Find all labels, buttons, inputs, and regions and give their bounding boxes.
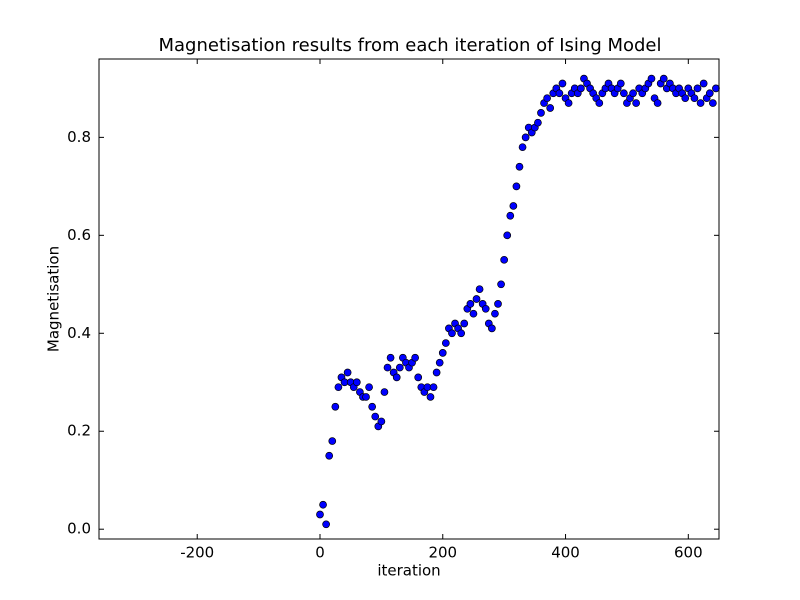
point xyxy=(362,393,370,401)
point xyxy=(659,74,668,83)
y-tick-label: 0.8 xyxy=(67,128,91,146)
point xyxy=(534,118,542,127)
point xyxy=(690,94,699,103)
y-tick-label: 0.2 xyxy=(67,422,91,440)
point xyxy=(564,99,573,107)
point xyxy=(319,500,327,509)
point xyxy=(365,383,373,392)
point xyxy=(653,99,662,107)
x-tick-label: 200 xyxy=(428,544,457,562)
point xyxy=(377,417,386,426)
point xyxy=(411,353,419,362)
point xyxy=(509,202,518,210)
point xyxy=(371,412,380,421)
point xyxy=(546,104,555,112)
x-tick-label: 0 xyxy=(315,544,325,562)
point xyxy=(386,353,395,362)
y-axis-label: Magnetisation xyxy=(45,246,63,352)
point xyxy=(503,231,512,240)
point xyxy=(426,393,435,401)
point xyxy=(555,89,564,98)
point xyxy=(512,182,521,191)
plot-frame xyxy=(98,58,720,540)
point xyxy=(481,304,490,313)
point xyxy=(392,373,401,382)
point xyxy=(595,99,604,107)
point xyxy=(316,510,324,519)
point xyxy=(466,300,475,308)
point xyxy=(435,358,444,367)
point xyxy=(506,211,515,220)
point xyxy=(441,339,450,347)
point xyxy=(331,402,340,411)
point xyxy=(432,368,441,377)
point xyxy=(543,94,551,103)
point xyxy=(491,309,499,318)
y-tick-label: 0.4 xyxy=(67,324,91,342)
point xyxy=(647,74,656,83)
point xyxy=(577,84,585,93)
point xyxy=(334,383,343,392)
point xyxy=(500,255,508,264)
point xyxy=(497,280,505,289)
point xyxy=(518,143,527,152)
point xyxy=(429,383,438,392)
point xyxy=(681,94,690,103)
x-tick-label: 400 xyxy=(551,544,580,562)
point xyxy=(475,285,484,294)
point xyxy=(494,300,502,308)
x-tick-label: -200 xyxy=(180,544,214,562)
point xyxy=(620,89,628,98)
point xyxy=(558,79,567,88)
point xyxy=(712,84,720,93)
point xyxy=(515,162,524,171)
point xyxy=(343,368,352,377)
point xyxy=(629,89,637,98)
x-axis-label: iteration xyxy=(377,562,440,580)
point xyxy=(616,79,625,88)
point xyxy=(693,84,702,93)
point xyxy=(325,451,334,460)
point xyxy=(705,89,714,98)
point xyxy=(457,329,466,338)
point xyxy=(709,99,717,107)
point xyxy=(368,402,377,411)
point xyxy=(537,109,545,117)
point xyxy=(469,309,478,318)
x-tick-label: 600 xyxy=(674,544,703,562)
point xyxy=(414,373,423,382)
point xyxy=(322,520,330,529)
point xyxy=(699,79,708,88)
point xyxy=(383,363,392,372)
point xyxy=(460,319,469,328)
point xyxy=(328,437,337,445)
point xyxy=(438,349,447,357)
point xyxy=(696,99,705,107)
point xyxy=(380,388,389,396)
point xyxy=(352,378,361,387)
y-tick-label: 0.0 xyxy=(67,520,91,538)
point xyxy=(448,329,456,338)
point xyxy=(521,133,530,142)
point xyxy=(632,99,640,107)
chart-title: Magnetisation results from each iteratio… xyxy=(158,35,661,56)
point xyxy=(395,363,404,372)
y-tick-label: 0.6 xyxy=(67,226,91,244)
point xyxy=(472,295,481,303)
point xyxy=(488,324,496,333)
